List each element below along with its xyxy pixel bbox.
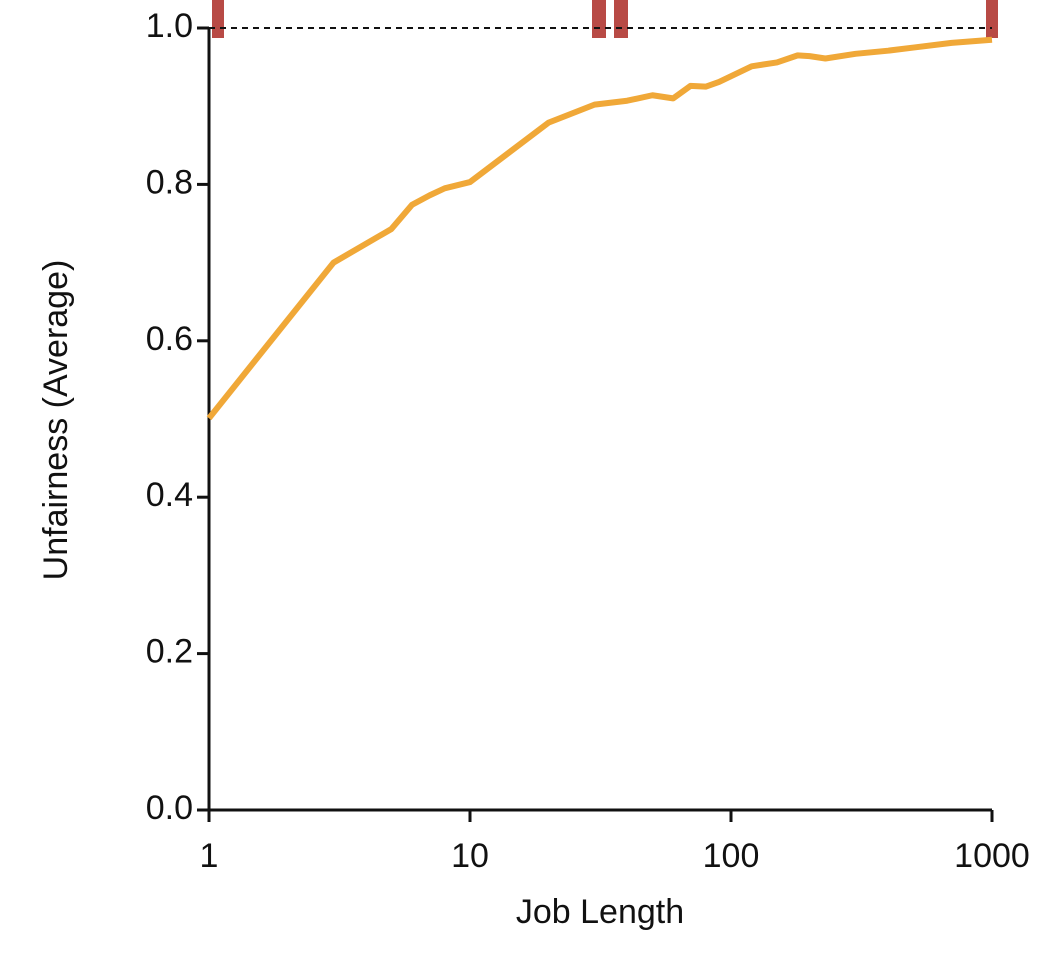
decoration [986, 0, 998, 38]
y-tick-label: 0.2 [146, 633, 193, 671]
y-tick-label: 0.6 [146, 320, 193, 358]
y-axis-label: Unfairness (Average) [37, 260, 75, 581]
line-series [206, 36, 993, 421]
y-tick-label: 0.4 [146, 476, 193, 514]
decoration [212, 0, 224, 38]
cropped-decoration [212, 0, 998, 38]
x-tick-label: 100 [703, 837, 760, 875]
x-tick-label: 1 [200, 837, 219, 875]
x-tick-label: 1000 [954, 837, 1030, 875]
x-axis-label: Job Length [516, 893, 684, 931]
decoration [592, 0, 606, 38]
x-tick-label: 10 [451, 837, 489, 875]
y-tick-label: 1.0 [146, 7, 193, 45]
y-tick-label: 0.8 [146, 163, 193, 201]
y-tick-label: 0.0 [146, 789, 193, 827]
decoration [614, 0, 628, 38]
